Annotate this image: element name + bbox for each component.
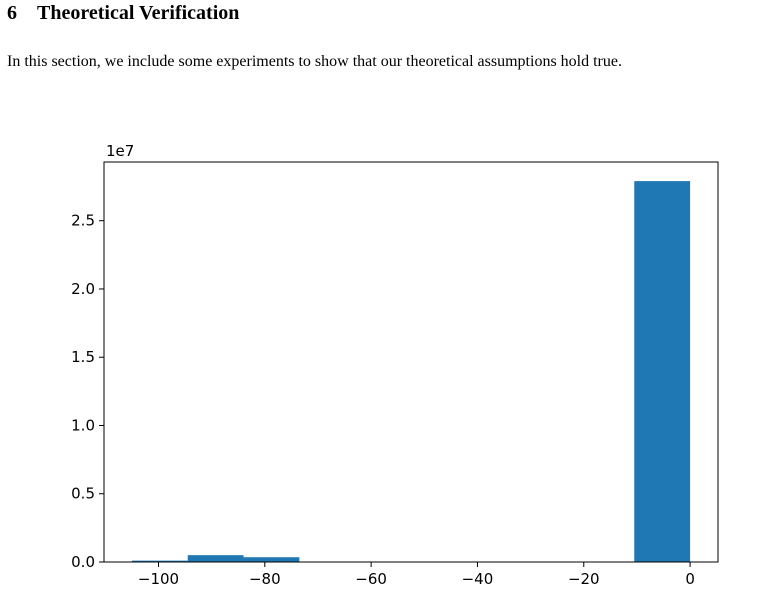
y-tick-label: 0.5 xyxy=(71,485,95,503)
y-axis: 0.0 0.5 1.0 1.5 2.0 2.5 xyxy=(71,212,104,571)
histogram-bar-9 xyxy=(634,181,691,563)
y-tick-label: 1.5 xyxy=(71,348,95,366)
section-title: Theoretical Verification xyxy=(37,2,240,24)
section-number: 6 xyxy=(7,2,17,24)
x-tick-label: −100 xyxy=(138,570,179,588)
y-tick-label: 2.5 xyxy=(71,212,95,230)
x-tick-label: −60 xyxy=(355,570,387,588)
y-tick-label: 2.0 xyxy=(71,280,95,298)
histogram-bar-2 xyxy=(243,557,300,562)
plot-frame xyxy=(103,161,719,563)
y-tick-label: 1.0 xyxy=(71,416,95,434)
histogram-bar-1 xyxy=(187,555,244,562)
histogram-bar-0 xyxy=(131,560,188,562)
x-tick-label: −20 xyxy=(568,570,600,588)
x-tick-label: −40 xyxy=(462,570,494,588)
section-paragraph: In this section, we include some experim… xyxy=(7,53,622,70)
section-heading: 6 Theoretical Verification xyxy=(7,2,239,25)
y-tick-label: 0.0 xyxy=(71,553,95,571)
x-axis: −100 −80 −60 −40 −20 0 xyxy=(138,562,695,588)
y-offset-label: 1e7 xyxy=(106,142,134,160)
x-tick-label: −80 xyxy=(249,570,281,588)
histogram-bars xyxy=(131,181,691,563)
x-tick-label: 0 xyxy=(685,570,695,588)
